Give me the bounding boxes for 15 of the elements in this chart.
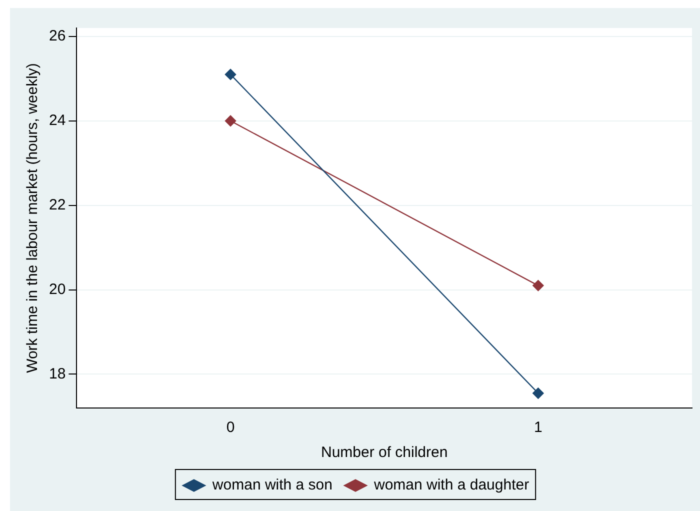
y-tick-label: 18	[48, 365, 66, 382]
x-axis-title: Number of children	[320, 444, 448, 462]
legend-label: woman with a daughter	[372, 476, 530, 494]
y-tick-label: 22	[48, 196, 66, 214]
point	[224, 68, 236, 80]
point	[532, 280, 544, 292]
y-axis-title: Work time in the labour market (hours, weekly)	[24, 63, 42, 373]
y-tick-label: 20	[48, 280, 66, 298]
y-tick-label: 26	[48, 28, 66, 45]
legend-label: woman with a son	[211, 476, 332, 494]
point	[532, 388, 544, 399]
x-tick-label: 1	[534, 419, 542, 436]
point	[224, 115, 236, 126]
x-tick-label: 0	[226, 419, 235, 436]
y-tick-label: 24	[48, 112, 66, 130]
